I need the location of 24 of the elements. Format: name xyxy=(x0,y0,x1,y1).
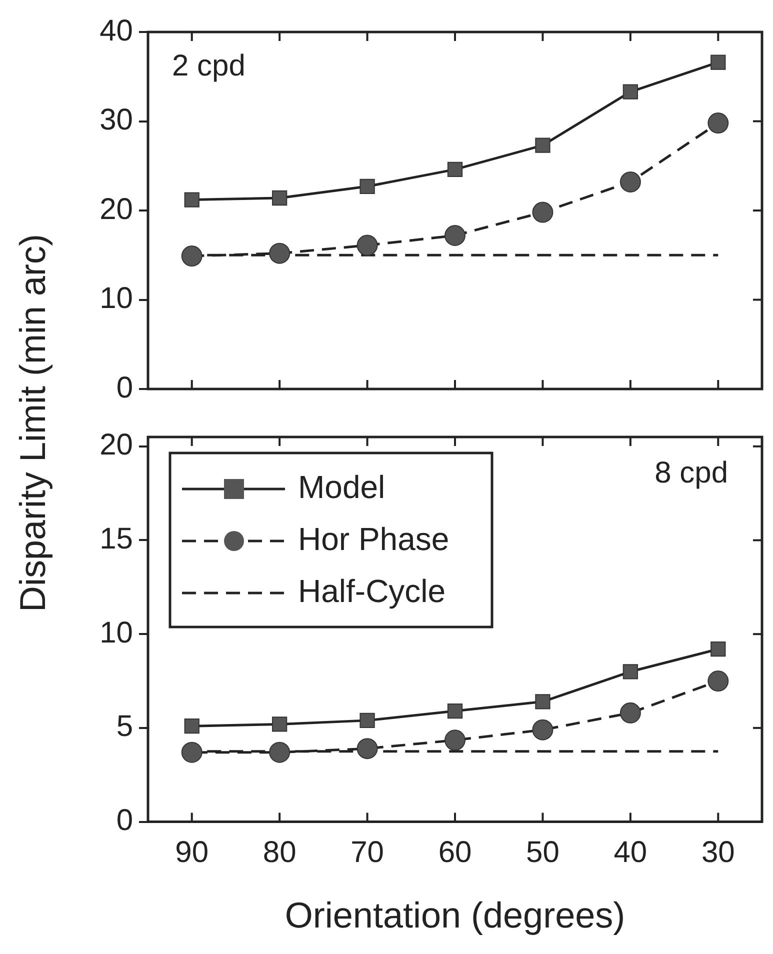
y-tick-label: 10 xyxy=(100,282,133,316)
y-tick-label: 20 xyxy=(100,192,133,226)
annotation: 2 cpd xyxy=(172,49,246,82)
y-tick-label: 20 xyxy=(100,428,133,462)
x-tick-label: 40 xyxy=(614,836,648,870)
x-tick-label: 30 xyxy=(701,836,735,870)
x-tick-label: 60 xyxy=(438,836,472,870)
y-tick-label: 40 xyxy=(100,14,133,48)
y-tick-label: 15 xyxy=(100,522,133,556)
y-tick-label: 0 xyxy=(116,804,133,838)
x-tick-label: 90 xyxy=(175,836,209,870)
annotation: 8 cpd xyxy=(654,456,728,490)
x-tick-label: 80 xyxy=(262,836,296,870)
x-tick-label: 50 xyxy=(526,836,560,870)
y-axis-title: Disparity Limit (min arc) xyxy=(12,234,54,612)
y-tick-label: 0 xyxy=(116,371,133,404)
y-tick-label: 30 xyxy=(100,104,133,137)
x-tick-label: 70 xyxy=(350,836,384,870)
legend-label: Model xyxy=(298,468,386,505)
legend-label: Half-Cycle xyxy=(298,572,446,609)
y-tick-label: 5 xyxy=(116,710,133,744)
y-tick-label: 10 xyxy=(100,616,133,650)
legend-label: Hor Phase xyxy=(298,520,450,557)
x-axis-title: Orientation (degrees) xyxy=(284,894,626,936)
